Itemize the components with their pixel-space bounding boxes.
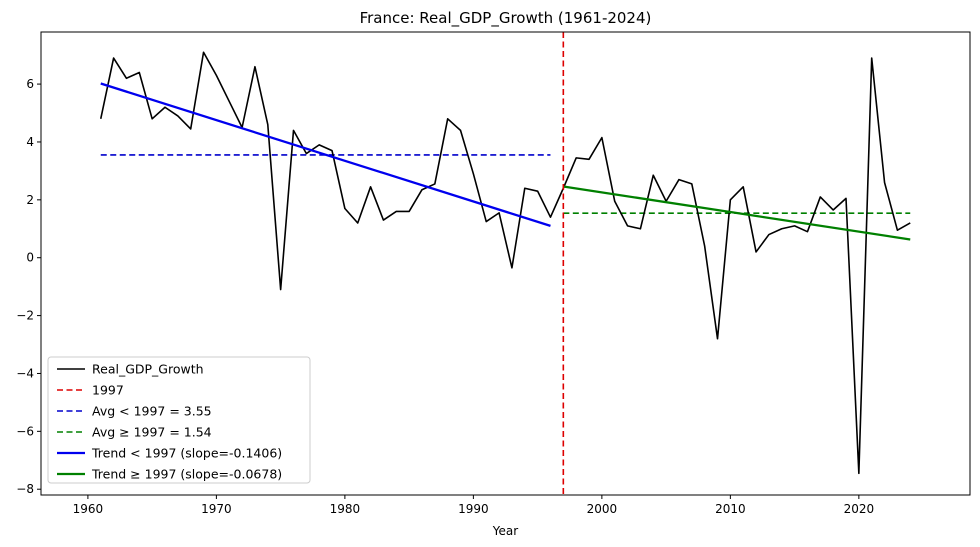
x-tick-label: 1980 <box>330 502 361 516</box>
legend-label: Avg < 1997 = 3.55 <box>92 404 212 419</box>
x-tick-label: 1970 <box>201 502 232 516</box>
legend: Real_GDP_Growth 1997 Avg < 1997 = 3.55 Avg … <box>47 356 311 484</box>
y-tick-label: 2 <box>26 193 34 207</box>
x-axis: 1960 1970 1980 1990 2000 2010 2020 <box>73 495 875 516</box>
chart-title: France: Real_GDP_Growth (1961-2024) <box>360 9 652 28</box>
legend-box <box>47 356 311 484</box>
axes-frame <box>40 31 971 496</box>
y-tick-label: 0 <box>26 251 34 265</box>
legend-label: Trend < 1997 (slope=-0.1406) <box>91 446 282 461</box>
series-line-real-gdp-growth <box>99 51 911 475</box>
legend-label: Avg ≥ 1997 = 1.54 <box>92 425 212 440</box>
x-tick-label: 2000 <box>587 502 618 516</box>
x-tick-label: 1990 <box>458 502 489 516</box>
trend-line <box>563 185 911 241</box>
y-tick-label: −2 <box>16 309 34 323</box>
y-tick-label: −4 <box>16 366 34 380</box>
y-tick-label: −8 <box>16 482 34 496</box>
legend-label: 1997 <box>92 383 124 398</box>
trend-line <box>100 82 551 227</box>
y-tick-label: 6 <box>26 77 34 91</box>
x-axis-label: Year <box>492 524 518 538</box>
x-tick-label: 2020 <box>844 502 875 516</box>
legend-label: Trend ≥ 1997 (slope=-0.0678) <box>91 467 282 482</box>
y-axis: −8 −6 −4 −2 0 2 4 6 <box>16 77 41 496</box>
x-tick-label: 1960 <box>73 502 104 516</box>
y-tick-label: 4 <box>26 135 34 149</box>
x-tick-label: 2010 <box>715 502 746 516</box>
plot-area <box>99 32 911 495</box>
y-tick-label: −6 <box>16 424 34 438</box>
legend-label: Real_GDP_Growth <box>92 362 204 377</box>
